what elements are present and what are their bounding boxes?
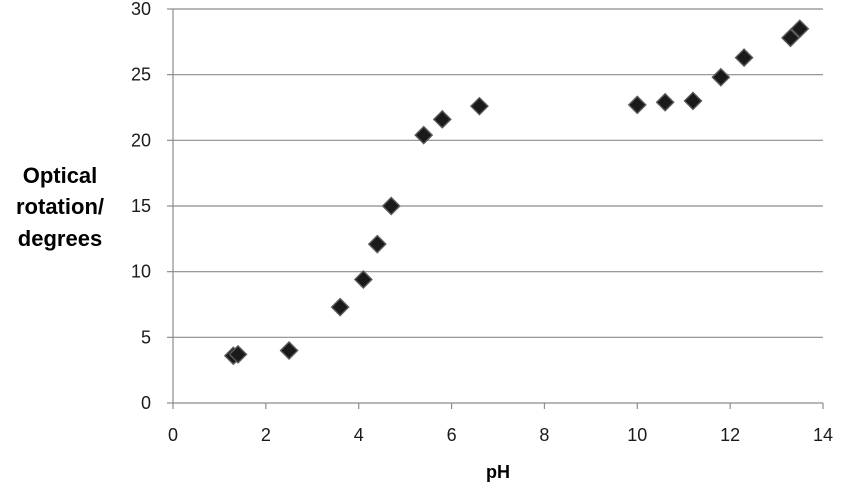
- data-point: [790, 19, 810, 39]
- data-point: [469, 96, 489, 116]
- data-point: [414, 125, 434, 145]
- data-point: [711, 67, 731, 87]
- y-tick-label: 30: [131, 0, 151, 19]
- y-axis-label-line-1: Optical: [22, 163, 98, 188]
- y-tick-label: 20: [131, 130, 151, 150]
- x-tick-label: 4: [354, 425, 364, 445]
- x-tick-label: 14: [813, 425, 833, 445]
- y-tick-label: 25: [131, 65, 151, 85]
- data-point: [353, 270, 373, 290]
- data-point: [734, 48, 754, 68]
- x-tick-label: 0: [168, 425, 178, 445]
- x-tick-label: 2: [261, 425, 271, 445]
- data-point: [627, 95, 647, 115]
- data-points: [223, 19, 810, 366]
- x-tick-label: 10: [627, 425, 647, 445]
- data-point: [367, 234, 387, 254]
- x-tick-label: 8: [539, 425, 549, 445]
- y-tick-label: 5: [141, 327, 151, 347]
- y-tick-label: 15: [131, 196, 151, 216]
- y-axis-label-line-2: rotation/: [16, 194, 104, 219]
- data-point: [330, 297, 350, 317]
- x-axis-label: pH: [486, 462, 510, 482]
- data-point: [683, 91, 703, 111]
- x-axis-ticks: 0 2 4 6 8 10 12 14: [168, 403, 833, 445]
- data-point: [655, 92, 675, 112]
- gridlines: [173, 8, 823, 338]
- y-tick-label: 0: [141, 393, 151, 413]
- data-point: [279, 340, 299, 360]
- y-axis-ticks: 0 5 10 15 20 25 30: [131, 0, 173, 413]
- data-point: [781, 28, 800, 48]
- x-tick-label: 12: [720, 425, 740, 445]
- y-axis-label-line-3: degrees: [17, 226, 103, 251]
- data-point: [381, 196, 401, 216]
- data-point: [432, 109, 452, 129]
- x-tick-label: 6: [447, 425, 457, 445]
- y-tick-label: 10: [131, 262, 151, 282]
- data-point: [228, 344, 248, 364]
